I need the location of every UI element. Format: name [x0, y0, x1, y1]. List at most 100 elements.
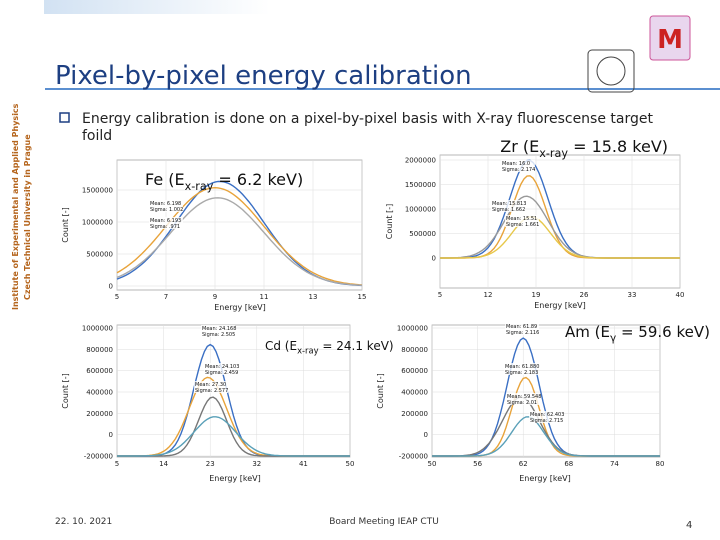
annotation-box: [149, 217, 183, 223]
label-main: = 15.8 keV): [568, 137, 668, 156]
y-tick-label: 1500000: [82, 187, 113, 195]
annotation: Mean: 15.51: [506, 216, 537, 222]
annotation-box: [501, 166, 535, 172]
annotation: Sigma: 2.183: [505, 370, 538, 376]
curve: [117, 416, 350, 457]
y-tick-label: 0: [424, 431, 428, 439]
sidebar-line: Czech Technical University in Prague: [23, 134, 32, 300]
x-axis-label: Energy [keV]: [214, 303, 266, 312]
annotation: Mean: 15.813: [492, 201, 526, 207]
label-main: Am (E: [565, 323, 610, 341]
x-tick-label: 68: [564, 460, 573, 468]
plot-frame: [431, 324, 661, 458]
sidebar-line: Institute of Experimental and Applied Ph…: [11, 103, 20, 310]
curve: [116, 186, 363, 286]
x-tick-label: 50: [346, 460, 355, 468]
annotation-box: [504, 369, 538, 375]
label-main: = 59.6 keV): [616, 323, 710, 341]
y-tick-label: -200000: [84, 453, 113, 461]
annotation: Sigma: 2.459: [205, 370, 238, 376]
label-main: = 24.1 keV): [319, 339, 394, 353]
x-tick-label: 40: [676, 291, 685, 299]
footer-center: Board Meeting IEAP CTU: [329, 517, 439, 527]
annotation-box: [204, 363, 238, 369]
y-axis-label: Count [-]: [376, 373, 385, 408]
x-tick-label: 12: [484, 291, 493, 299]
top-band: [0, 0, 270, 14]
label-main: Fe (E: [145, 170, 185, 189]
x-tick-label: 9: [213, 293, 217, 301]
annotation: Sigma: 1.002: [150, 207, 183, 213]
annotation: Sigma: 2.01: [507, 400, 537, 406]
x-tick-label: 32: [252, 460, 261, 468]
annotation: Sigma: 2.174: [502, 167, 535, 173]
annotation-box: [194, 387, 228, 393]
y-tick-label: 1000000: [397, 325, 428, 333]
annotation: Mean: 61.880: [505, 364, 539, 370]
x-tick-label: 62: [519, 460, 528, 468]
annotation: Sigma: 2.715: [530, 418, 563, 424]
y-axis-label: Count [-]: [61, 373, 70, 408]
logo-ctu: [587, 49, 635, 93]
y-tick-label: 0: [432, 255, 436, 263]
annotation-box: [501, 160, 535, 166]
annotation-box: [505, 323, 539, 329]
annotation-box: [529, 411, 563, 417]
annotation: Sigma: 2.577: [195, 388, 228, 394]
y-tick-label: 1000000: [82, 219, 113, 227]
footer-date: 22. 10. 2021: [55, 517, 112, 527]
y-tick-label: 200000: [86, 410, 113, 418]
annotation-box: [149, 200, 183, 206]
y-tick-label: 800000: [401, 346, 428, 354]
annotation: Sigma: 2.116: [506, 330, 539, 336]
annotation: Mean: 6.198: [150, 201, 181, 207]
y-tick-label: 600000: [401, 367, 428, 375]
bullet-icon: [59, 112, 70, 123]
x-tick-label: 56: [473, 460, 482, 468]
label-main: = 6.2 keV): [213, 170, 303, 189]
curve: [440, 216, 680, 259]
x-tick-label: 33: [628, 291, 637, 299]
x-tick-label: 23: [206, 460, 215, 468]
x-tick-label: 80: [656, 460, 665, 468]
y-tick-label: 0: [109, 283, 113, 291]
plot-frame: [116, 324, 351, 458]
y-tick-label: 1000000: [82, 325, 113, 333]
annotation-box: [201, 325, 235, 331]
label-sub: x-ray: [185, 180, 214, 193]
annotation: Sigma: 2.505: [202, 332, 235, 338]
label-sub: γ: [610, 333, 616, 345]
plot-label: Zr (Ex-ray = 15.8 keV): [500, 137, 668, 160]
annotation-box: [504, 363, 538, 369]
annotation-box: [505, 329, 539, 335]
y-tick-label: 400000: [401, 389, 428, 397]
label-main: Zr (E: [500, 137, 539, 156]
annotation-box: [505, 221, 539, 227]
x-axis-label: Energy [keV]: [209, 474, 261, 483]
y-tick-label: 500000: [86, 251, 113, 259]
annotation-box: [149, 206, 183, 212]
svg-text:M: M: [657, 25, 683, 55]
annotation: Mean: 61.89: [506, 324, 537, 330]
annotation-box: [491, 200, 525, 206]
x-tick-label: 41: [299, 460, 308, 468]
annotation: Mean: 62.403: [530, 412, 564, 418]
annotation-box: [194, 381, 228, 387]
annotation-box: [491, 206, 525, 212]
x-axis-label: Energy [keV]: [534, 301, 586, 310]
x-tick-label: 5: [115, 460, 119, 468]
x-tick-label: 26: [580, 291, 589, 299]
plot-label: Cd (Ex-ray = 24.1 keV): [265, 339, 394, 356]
annotation-box: [201, 331, 235, 337]
y-tick-label: 400000: [86, 389, 113, 397]
label-main: Cd (E: [265, 339, 297, 353]
x-tick-label: 15: [358, 293, 367, 301]
sidebar: [0, 0, 44, 540]
label-sub: x-ray: [539, 147, 568, 160]
annotation-box: [506, 393, 540, 399]
plot-label: Fe (Ex-ray = 6.2 keV): [145, 170, 303, 193]
annotation-box: [505, 215, 539, 221]
x-tick-label: 19: [532, 291, 541, 299]
y-axis-label: Count [-]: [61, 207, 70, 242]
